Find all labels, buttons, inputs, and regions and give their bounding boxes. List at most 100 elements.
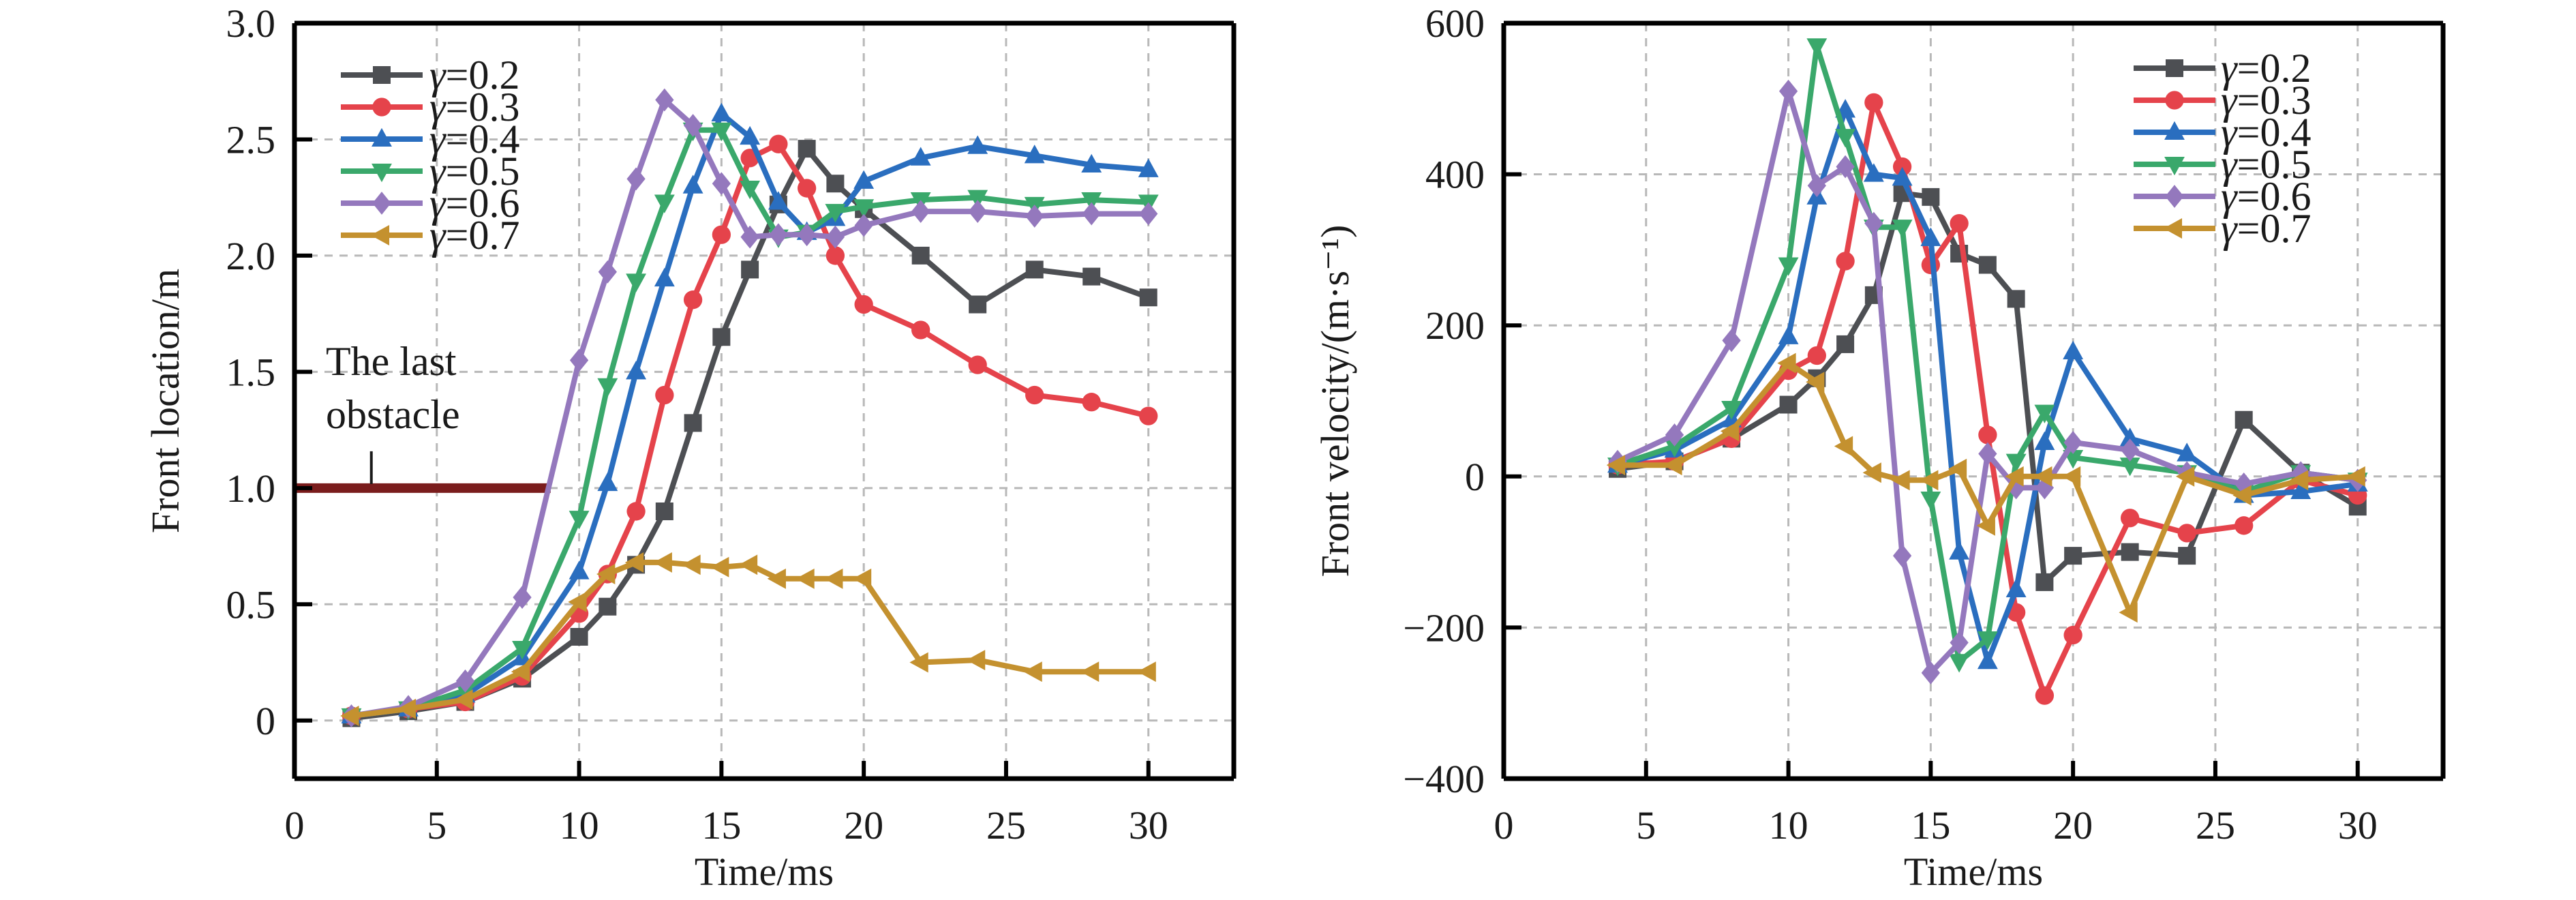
data-point: [597, 378, 618, 397]
data-point: [1836, 335, 1855, 353]
y-tick-label: 0.5: [226, 582, 276, 627]
data-point: [454, 689, 473, 710]
data-point: [1863, 163, 1884, 182]
data-point: [740, 225, 759, 249]
data-point: [1025, 385, 1044, 405]
data-point: [2234, 410, 2253, 429]
legend-label: γ=0.7: [2221, 206, 2312, 251]
data-point: [712, 172, 731, 196]
data-point: [570, 628, 588, 646]
data-point: [1806, 38, 1828, 57]
data-point: [1891, 470, 1910, 491]
x-tick-label: 10: [560, 803, 599, 847]
data-point: [2119, 427, 2140, 447]
axis-ticks: 0 5 10 15 20 25 30 0 0.5 1.0 1.5 2.0 2.5 3.0: [226, 1, 1168, 847]
data-point: [1978, 425, 1997, 445]
data-point: [826, 175, 845, 193]
y-tick-label: −200: [1403, 605, 1485, 650]
data-point: [824, 568, 843, 589]
data-point: [767, 568, 786, 589]
data-point: [712, 225, 731, 244]
x-axis-title: Time/ms: [1904, 850, 2043, 894]
data-point: [853, 199, 875, 218]
series-line: [351, 141, 1149, 719]
data-point: [712, 328, 731, 346]
y-tick-label: 1.5: [226, 350, 276, 394]
data-point: [598, 260, 617, 284]
data-point: [741, 260, 759, 279]
front-location-chart: The last obstacle 0 5 10 15 20 25 30 0 0.5 1.0 1.5…: [143, 1, 1237, 894]
data-point: [654, 267, 675, 287]
legend-item: γ=0.6: [2134, 174, 2312, 219]
data-point: [655, 88, 674, 112]
data-point: [798, 140, 816, 158]
legend-label: γ=0.3: [429, 85, 520, 130]
plot-frame: [292, 20, 1237, 781]
data-point: [1139, 406, 1158, 425]
data-point: [1834, 436, 1853, 457]
data-point: [512, 641, 533, 660]
y-axis-title: Front velocity/(m·s⁻¹): [1313, 225, 1357, 578]
data-point: [682, 554, 701, 575]
data-point: [1807, 174, 1826, 198]
data-point: [1025, 260, 1044, 279]
axis-ticks: 0 5 10 15 20 25 30 −400 −200 0 200 400 600: [1403, 1, 2377, 847]
data-point: [1139, 202, 1158, 226]
data-point: [968, 355, 987, 374]
data-point: [626, 273, 647, 292]
data-point: [1025, 205, 1044, 228]
data-point: [2177, 442, 2198, 462]
data-point: [795, 568, 815, 589]
y-tick-label: 600: [1425, 1, 1485, 46]
legend-marker: [2165, 185, 2184, 208]
y-tick-label: 2.5: [226, 117, 276, 162]
legend-label: γ=0.4: [429, 117, 520, 162]
data-point: [1138, 158, 1159, 177]
data-point: [710, 556, 729, 578]
x-tick-label: 15: [1911, 803, 1950, 847]
legend-label: γ=0.5: [429, 149, 520, 194]
series-layer: [340, 88, 1159, 728]
legend-marker: [373, 66, 391, 84]
data-point: [1921, 661, 1941, 685]
data-point: [2033, 466, 2052, 487]
data-point: [683, 114, 703, 137]
data-point: [2234, 516, 2254, 535]
data-point: [598, 597, 617, 616]
data-point: [1082, 202, 1101, 226]
x-tick-label: 25: [986, 803, 1026, 847]
x-tick-label: 20: [2053, 803, 2093, 847]
legend-label: γ=0.5: [2221, 142, 2312, 187]
y-tick-label: 200: [1425, 303, 1485, 348]
x-axis-title: Time/ms: [695, 850, 834, 894]
data-point: [1920, 470, 1939, 491]
data-point: [740, 181, 761, 200]
legend-item: γ=0.5: [341, 149, 520, 194]
data-point: [967, 135, 988, 154]
data-point: [684, 414, 702, 432]
data-point: [2035, 686, 2055, 705]
data-point: [1024, 145, 1045, 164]
data-point: [966, 650, 986, 671]
x-tick-label: 5: [427, 803, 446, 847]
x-tick-label: 30: [1129, 803, 1168, 847]
legend: γ=0.2γ=0.3γ=0.4γ=0.5γ=0.6γ=0.7: [2134, 46, 2312, 251]
y-axis-title: Front location/m: [143, 269, 187, 533]
data-point: [852, 568, 872, 589]
data-point: [1722, 329, 1741, 352]
data-point: [2346, 466, 2365, 487]
data-point: [1835, 129, 1856, 148]
data-point: [797, 223, 817, 247]
data-point: [1892, 220, 1913, 239]
legend-item: γ=0.2: [2134, 46, 2312, 91]
data-point: [1892, 157, 1912, 177]
data-point: [911, 320, 930, 340]
data-point: [1922, 188, 1940, 206]
legend: γ=0.2γ=0.3γ=0.4γ=0.5γ=0.6γ=0.7: [341, 52, 520, 258]
data-point: [683, 290, 703, 310]
data-point: [2232, 485, 2252, 506]
data-point: [1976, 515, 1995, 536]
plot-frame: [1501, 20, 2446, 781]
data-point: [2005, 453, 2027, 472]
